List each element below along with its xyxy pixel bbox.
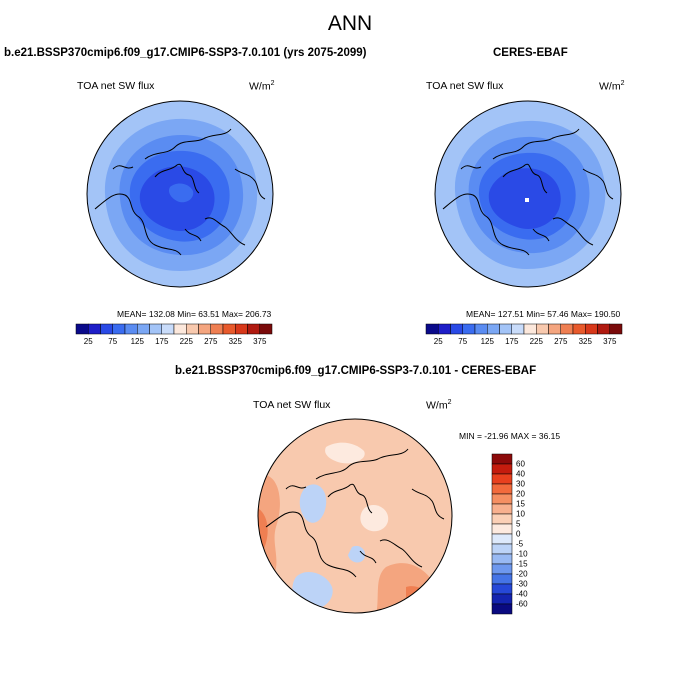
model-variable-label: TOA net SW flux	[77, 80, 155, 92]
obs-colorbar-swatch	[425, 323, 439, 335]
diff-colorbar-label: 30	[516, 480, 525, 489]
diff-colorbar-swatch	[491, 573, 513, 585]
obs-units: W/m2	[599, 80, 625, 93]
diff-colorbar-swatch	[491, 483, 513, 495]
model-colorbar-swatch	[210, 323, 224, 335]
diff-colorbar-label: -40	[516, 590, 528, 599]
diff-colorbar-label: -60	[516, 600, 528, 609]
model-colorbar-swatch	[173, 323, 187, 335]
obs-colorbar-swatch	[474, 323, 488, 335]
model-panel-title: b.e21.BSSP370cmip6.f09_g17.CMIP6-SSP3-7.…	[4, 47, 367, 59]
diff-colorbar-swatch	[491, 493, 513, 505]
main-title: ANN	[327, 12, 373, 35]
model-colorbar-swatch	[112, 323, 126, 335]
diff-colorbar-swatch	[491, 603, 513, 615]
model-colorbar-swatch	[186, 323, 199, 335]
obs-colorbar-label: 25	[434, 337, 443, 346]
diff-polar-map	[257, 418, 453, 614]
diff-colorbar-label: 0	[516, 530, 521, 539]
diff-colorbar-label: -20	[516, 570, 528, 579]
obs-colorbar: 25 75 125 175 225 275 325 375	[425, 323, 623, 346]
obs-colorbar-label: 275	[554, 337, 568, 346]
obs-colorbar-label: 225	[530, 337, 544, 346]
obs-colorbar-label: 325	[579, 337, 593, 346]
model-polar-map	[86, 100, 274, 288]
model-colorbar-label: 125	[131, 337, 145, 346]
obs-colorbar-swatch	[536, 323, 549, 335]
diff-colorbar-swatch	[491, 553, 513, 565]
model-colorbar-swatch	[247, 323, 260, 335]
model-colorbar-swatch	[100, 323, 113, 335]
diff-colorbar-label: 60	[516, 460, 525, 469]
diff-colorbar-swatch	[491, 533, 513, 545]
model-stats: MEAN= 132.08 Min= 63.51 Max= 206.73	[117, 309, 272, 319]
diff-colorbar-swatch	[491, 473, 513, 485]
obs-colorbar-label: 75	[458, 337, 467, 346]
obs-colorbar-swatch	[462, 323, 476, 335]
diff-units: W/m2	[426, 399, 452, 412]
obs-colorbar-swatch	[523, 323, 537, 335]
diff-stats: MIN = -21.96 MAX = 36.15	[459, 431, 561, 441]
obs-colorbar-swatch	[438, 323, 451, 335]
model-colorbar-label: 375	[253, 337, 267, 346]
model-colorbar-swatch	[259, 323, 273, 335]
diff-colorbar-swatch	[491, 593, 513, 605]
diff-colorbar-label: 10	[516, 510, 525, 519]
obs-stats: MEAN= 127.51 Min= 57.46 Max= 190.50	[466, 309, 621, 319]
model-colorbar-label: 275	[204, 337, 218, 346]
model-colorbar-label: 325	[229, 337, 243, 346]
obs-colorbar-label: 375	[603, 337, 617, 346]
diff-colorbar-swatch	[491, 463, 513, 475]
model-colorbar-label: 25	[84, 337, 93, 346]
diff-colorbar-label: -30	[516, 580, 528, 589]
model-colorbar-swatch	[235, 323, 248, 335]
diff-colorbar-label: -15	[516, 560, 528, 569]
model-colorbar-label: 75	[108, 337, 117, 346]
obs-colorbar-swatch	[450, 323, 463, 335]
obs-panel-title: CERES-EBAF	[493, 47, 568, 59]
diff-colorbar-swatch	[491, 583, 513, 595]
model-colorbar-label: 225	[180, 337, 194, 346]
diff-colorbar-swatch	[491, 503, 513, 515]
model-colorbar-swatch	[161, 323, 175, 335]
model-colorbar-swatch	[137, 323, 150, 335]
model-units: W/m2	[249, 80, 275, 93]
model-colorbar-swatch	[222, 323, 236, 335]
diff-colorbar-label: 15	[516, 500, 525, 509]
diff-colorbar-swatch	[491, 543, 513, 555]
model-colorbar: 25 75 125 175 225 275 325 375	[75, 323, 273, 346]
obs-colorbar-swatch	[597, 323, 610, 335]
model-colorbar-swatch	[124, 323, 138, 335]
diff-colorbar-swatch	[491, 513, 513, 525]
diff-panel-title: b.e21.BSSP370cmip6.f09_g17.CMIP6-SSP3-7.…	[175, 365, 537, 377]
obs-colorbar-swatch	[487, 323, 500, 335]
model-colorbar-swatch	[75, 323, 89, 335]
diff-colorbar-label: -10	[516, 550, 528, 559]
obs-colorbar-swatch	[585, 323, 598, 335]
obs-colorbar-swatch	[511, 323, 525, 335]
diff-variable-label: TOA net SW flux	[253, 399, 331, 411]
obs-polar-map	[434, 100, 622, 288]
diff-colorbar-label: -5	[516, 540, 524, 549]
obs-colorbar-swatch	[499, 323, 512, 335]
model-colorbar-swatch	[149, 323, 162, 335]
model-colorbar-swatch	[88, 323, 101, 335]
obs-colorbar-swatch	[560, 323, 574, 335]
model-colorbar-label: 175	[155, 337, 169, 346]
obs-colorbar-swatch	[548, 323, 561, 335]
obs-variable-label: TOA net SW flux	[426, 80, 504, 92]
diff-colorbar-swatch	[491, 523, 513, 535]
obs-colorbar-swatch	[609, 323, 623, 335]
diff-colorbar-swatch	[491, 453, 513, 465]
diff-colorbar-label: 20	[516, 490, 525, 499]
diff-colorbar-label: 5	[516, 520, 521, 529]
diff-colorbar-label: 40	[516, 470, 525, 479]
obs-colorbar-swatch	[572, 323, 586, 335]
obs-colorbar-label: 175	[505, 337, 519, 346]
obs-colorbar-label: 125	[481, 337, 495, 346]
model-colorbar-swatch	[198, 323, 211, 335]
diff-colorbar-swatch	[491, 563, 513, 575]
